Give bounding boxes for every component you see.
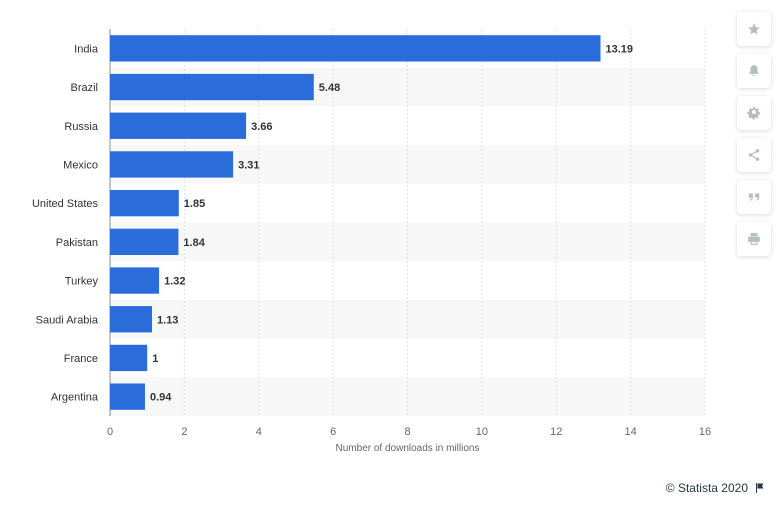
category-label: Argentina [51,392,99,404]
flag-icon[interactable] [754,482,766,494]
category-label: Mexico [63,159,98,171]
favorite-button[interactable] [737,12,771,46]
value-label: 1.85 [184,198,205,210]
bar [110,344,148,372]
bar-chart: 0 2 4 6 8 10 12 14 16 India 13.19 Brazil 5.48 Russia 3… [32,29,711,454]
value-label: 1.32 [164,276,185,288]
category-label: India [74,43,99,55]
value-label: 3.31 [238,159,259,171]
category-label: France [64,353,98,365]
bar [110,73,314,101]
value-label: 3.66 [251,121,272,133]
print-icon [748,233,760,245]
bar [110,306,153,333]
settings-button[interactable] [737,96,771,130]
category-label: Pakistan [56,237,98,249]
x-tick-label: 16 [699,426,711,438]
value-label: 5.48 [319,82,340,94]
x-tick-label: 14 [625,426,637,438]
x-tick-label: 6 [330,426,336,438]
share-icon [748,149,760,161]
bar [110,228,179,256]
category-label: United States [32,198,99,210]
bar [110,112,247,139]
share-button[interactable] [737,138,771,172]
value-label: 1.84 [183,237,205,249]
value-label: 1.13 [157,314,178,326]
star-icon [748,23,760,35]
quote-icon [748,193,760,201]
category-label: Russia [64,121,99,133]
bar [110,383,145,410]
value-label: 1 [152,353,158,365]
x-axis-title: Number of downloads in millions [336,443,480,454]
chart-footer: © Statista 2020 [666,481,766,495]
chart-toolbar [737,12,771,256]
x-tick-label: 8 [404,426,410,438]
bell-icon [749,65,759,77]
value-label: 0.94 [150,392,172,404]
x-tick-label: 12 [550,426,562,438]
bar [110,151,234,178]
x-tick-label: 10 [476,426,488,438]
bar [110,189,179,217]
cite-button[interactable] [737,180,771,214]
bar [110,267,160,294]
gear-icon [747,106,760,120]
category-label: Brazil [70,82,98,94]
x-tick-label: 4 [256,426,262,438]
bar [110,35,601,62]
print-button[interactable] [737,222,771,256]
x-tick-label: 2 [181,426,187,438]
notification-button[interactable] [737,54,771,88]
category-label: Turkey [65,276,99,288]
copyright-text[interactable]: © Statista 2020 [665,481,748,495]
x-tick-label: 0 [107,426,113,438]
value-label: 13.19 [606,43,634,55]
category-label: Saudi Arabia [36,314,99,326]
